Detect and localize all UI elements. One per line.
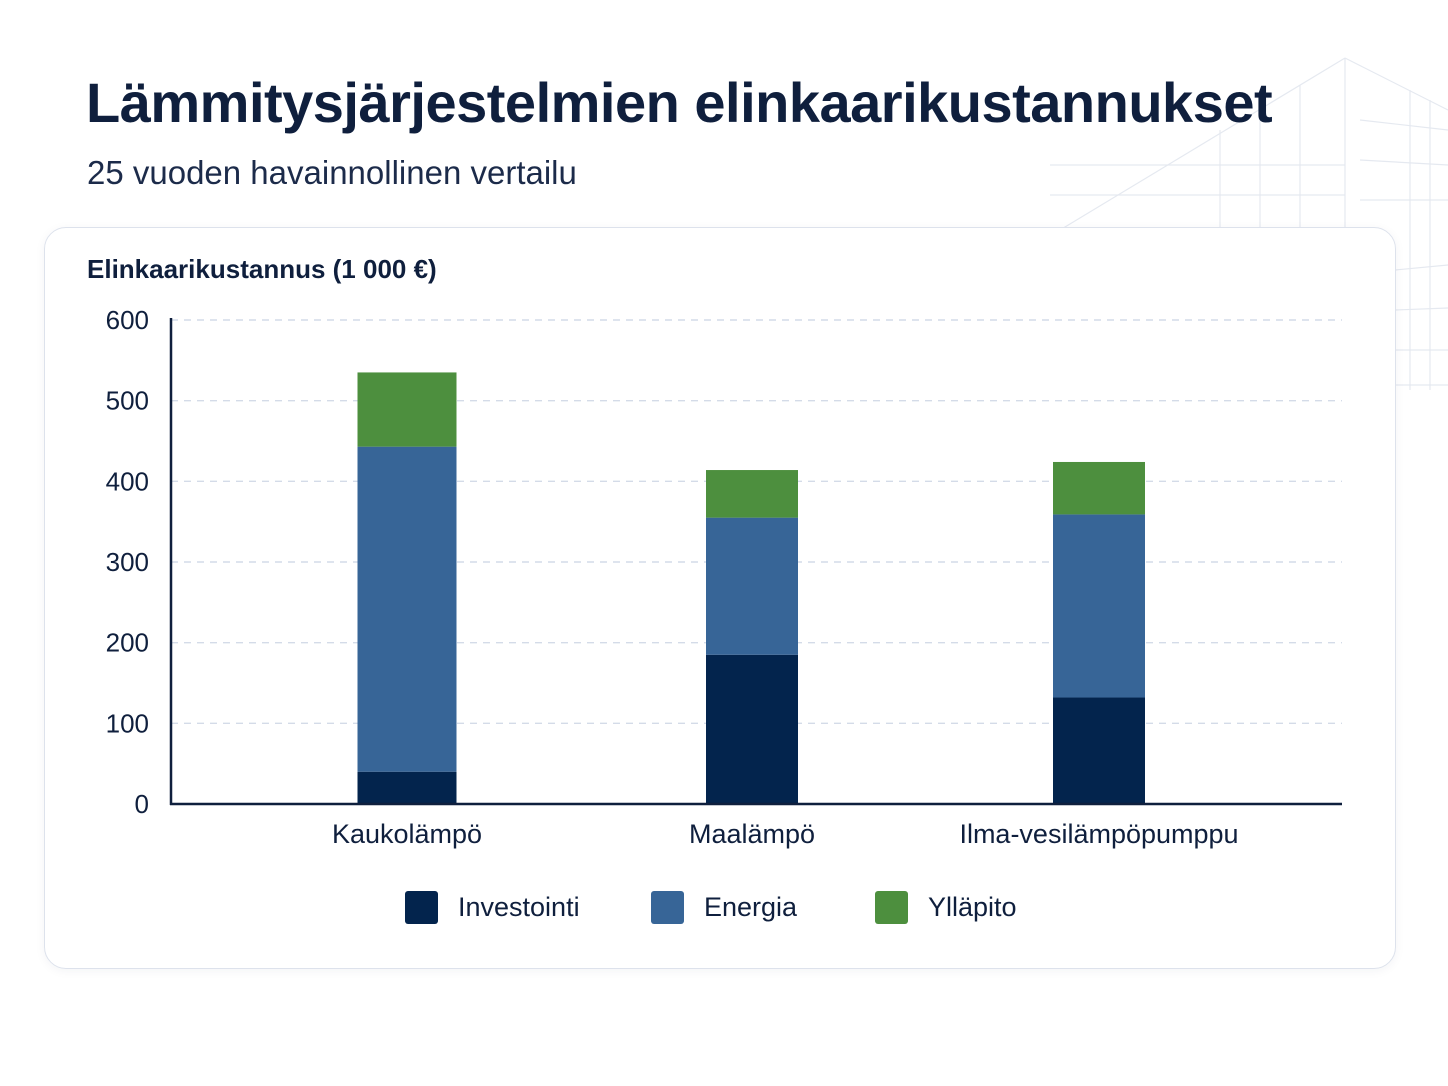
y-tick-label-0: 0 <box>135 789 149 819</box>
bar-kaukol-mp--investointi <box>357 771 457 804</box>
bar-ilma-vesil-mp-pumppu-investointi <box>1053 697 1145 804</box>
bar-ilma-vesil-mp-pumppu-energia <box>1053 514 1145 698</box>
page-title: Lämmitysjärjestelmien elinkaarikustannuk… <box>86 71 1273 134</box>
legend-label-energia: Energia <box>704 891 798 922</box>
legend-item-yllapito: Ylläpito <box>875 890 1017 924</box>
y-tick-label-400: 400 <box>106 466 149 496</box>
page-subtitle: 25 vuoden havainnollinen vertailu <box>87 154 577 191</box>
legend: Investointi Energia Ylläpito <box>0 890 1448 926</box>
legend-item-investointi: Investointi <box>405 890 580 924</box>
legend-label-yllapito: Ylläpito <box>928 891 1017 922</box>
legend-swatch-yllapito <box>875 890 908 924</box>
bar-maal-mp--investointi <box>706 654 798 804</box>
y-axis-ticks: 0 100 200 300 400 500 600 <box>106 305 149 819</box>
y-tick-label-600: 600 <box>106 305 149 335</box>
legend-swatch-investointi <box>405 890 438 924</box>
y-tick-label-100: 100 <box>106 708 149 738</box>
x-tick-label-ilma-vesil-mp-pumppu: Ilma-vesilämpöpumppu <box>959 819 1238 849</box>
bar-kaukol-mp--yll-pito <box>357 372 457 447</box>
y-tick-label-500: 500 <box>106 386 149 416</box>
background-building-lines <box>1050 57 1448 400</box>
bar-maal-mp--yll-pito <box>706 470 798 518</box>
y-axis-label: Elinkaarikustannus (1 000 €) <box>87 254 437 284</box>
y-tick-label-300: 300 <box>106 547 149 577</box>
y-tick-label-200: 200 <box>106 628 149 658</box>
bar-kaukol-mp--energia <box>357 446 457 772</box>
axes <box>169 318 1342 806</box>
x-tick-label-maal-mp-: Maalämpö <box>689 819 815 849</box>
bar-ilma-vesil-mp-pumppu-yll-pito <box>1053 461 1145 515</box>
bar-maal-mp--energia <box>706 517 798 655</box>
legend-label-investointi: Investointi <box>458 891 580 922</box>
legend-item-energia: Energia <box>651 890 797 924</box>
x-tick-label-kaukol-mp-: Kaukolämpö <box>332 819 482 849</box>
bars <box>357 372 1145 804</box>
legend-swatch-energia <box>651 890 684 924</box>
stacked-bar-chart: 0 100 200 300 400 500 600 Kaukolämpö Maalämpö Il… <box>106 305 1342 849</box>
x-axis-labels: Kaukolämpö Maalämpö Ilma-vesilämpöpumppu <box>332 819 1239 849</box>
